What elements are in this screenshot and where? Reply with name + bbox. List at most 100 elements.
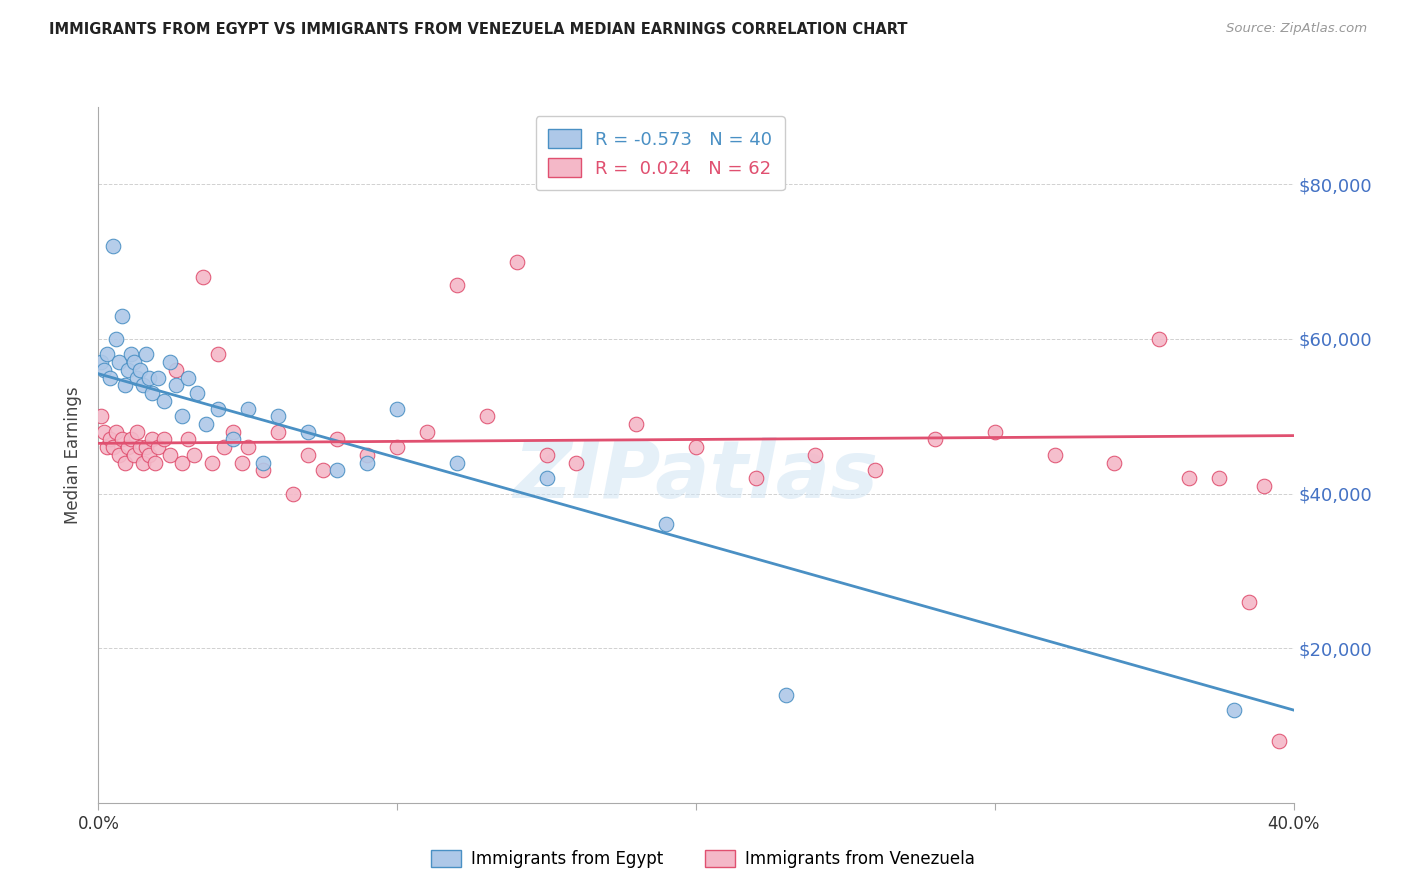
Point — [148, 440, 170, 454]
Point — [297, 448, 319, 462]
Point — [108, 355, 131, 369]
Point — [626, 417, 648, 431]
Point — [201, 456, 224, 470]
Point — [385, 440, 409, 454]
Point — [159, 355, 181, 369]
Point — [1267, 734, 1289, 748]
Point — [153, 393, 176, 408]
Point — [222, 425, 245, 439]
Point — [124, 448, 146, 462]
Legend: R = -0.573   N = 40, R =  0.024   N = 62: R = -0.573 N = 40, R = 0.024 N = 62 — [536, 116, 785, 190]
Point — [475, 409, 498, 424]
Point — [281, 486, 304, 500]
Point — [111, 433, 134, 447]
Point — [111, 309, 134, 323]
Point — [356, 448, 378, 462]
Point — [326, 433, 349, 447]
Point — [1178, 471, 1201, 485]
Point — [138, 370, 160, 384]
Point — [103, 239, 125, 253]
Point — [108, 448, 131, 462]
Point — [120, 347, 142, 361]
Point — [177, 370, 200, 384]
Text: IMMIGRANTS FROM EGYPT VS IMMIGRANTS FROM VENEZUELA MEDIAN EARNINGS CORRELATION C: IMMIGRANTS FROM EGYPT VS IMMIGRANTS FROM… — [49, 22, 908, 37]
Point — [207, 401, 229, 416]
Point — [114, 456, 136, 470]
Point — [93, 425, 115, 439]
Point — [159, 448, 181, 462]
Point — [105, 425, 128, 439]
Point — [865, 463, 887, 477]
Point — [114, 378, 136, 392]
Point — [685, 440, 707, 454]
Point — [416, 425, 439, 439]
Point — [267, 425, 290, 439]
Legend: Immigrants from Egypt, Immigrants from Venezuela: Immigrants from Egypt, Immigrants from V… — [425, 843, 981, 875]
Point — [775, 688, 797, 702]
Point — [93, 363, 115, 377]
Point — [141, 433, 163, 447]
Point — [127, 370, 149, 384]
Point — [222, 433, 245, 447]
Point — [127, 425, 149, 439]
Point — [267, 409, 290, 424]
Point — [105, 332, 128, 346]
Point — [195, 417, 218, 431]
Point — [96, 440, 118, 454]
Point — [138, 448, 160, 462]
Point — [236, 440, 259, 454]
Point — [148, 370, 170, 384]
Point — [536, 471, 558, 485]
Point — [565, 456, 588, 470]
Point — [100, 370, 122, 384]
Point — [135, 347, 157, 361]
Point — [1223, 703, 1246, 717]
Point — [745, 471, 768, 485]
Point — [236, 401, 259, 416]
Point — [207, 347, 229, 361]
Point — [141, 386, 163, 401]
Point — [172, 409, 194, 424]
Point — [177, 433, 200, 447]
Point — [212, 440, 235, 454]
Point — [506, 254, 529, 268]
Point — [385, 401, 409, 416]
Point — [135, 440, 157, 454]
Point — [446, 277, 468, 292]
Text: Source: ZipAtlas.com: Source: ZipAtlas.com — [1226, 22, 1367, 36]
Point — [90, 409, 112, 424]
Point — [1208, 471, 1230, 485]
Point — [804, 448, 827, 462]
Point — [103, 440, 125, 454]
Point — [129, 363, 152, 377]
Point — [446, 456, 468, 470]
Point — [124, 355, 146, 369]
Point — [536, 448, 558, 462]
Point — [120, 433, 142, 447]
Point — [1253, 479, 1275, 493]
Point — [132, 456, 155, 470]
Point — [117, 440, 139, 454]
Point — [252, 456, 274, 470]
Point — [183, 448, 205, 462]
Point — [924, 433, 946, 447]
Point — [117, 363, 139, 377]
Point — [191, 270, 214, 285]
Point — [1104, 456, 1126, 470]
Point — [984, 425, 1007, 439]
Point — [132, 378, 155, 392]
Point — [129, 440, 152, 454]
Point — [356, 456, 378, 470]
Y-axis label: Median Earnings: Median Earnings — [65, 386, 83, 524]
Point — [311, 463, 333, 477]
Point — [326, 463, 349, 477]
Point — [165, 378, 187, 392]
Point — [90, 355, 112, 369]
Point — [172, 456, 194, 470]
Point — [1043, 448, 1066, 462]
Point — [1237, 595, 1260, 609]
Point — [165, 363, 187, 377]
Point — [655, 517, 678, 532]
Point — [96, 347, 118, 361]
Point — [153, 433, 176, 447]
